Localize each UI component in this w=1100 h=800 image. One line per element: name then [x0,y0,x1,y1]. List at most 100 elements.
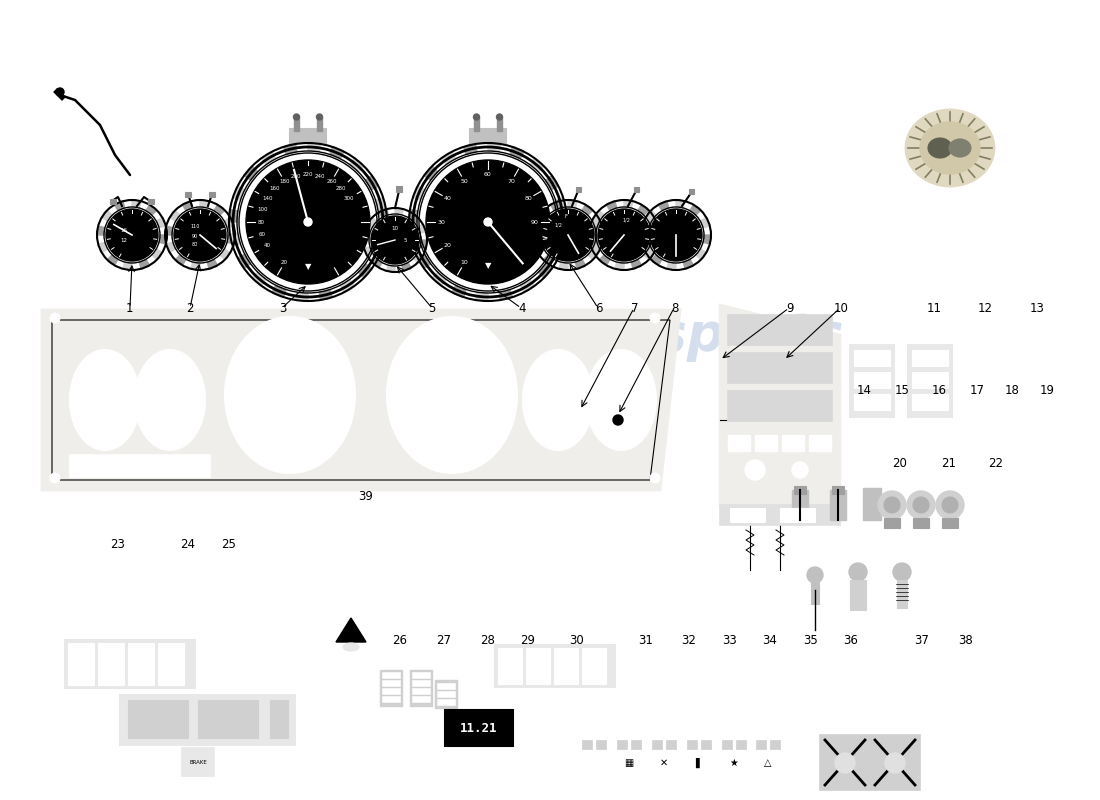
Bar [820,735,870,790]
Ellipse shape [650,209,702,261]
Wedge shape [114,201,124,210]
Text: ▦: ▦ [625,758,634,768]
Ellipse shape [792,462,808,478]
Text: 240: 240 [315,174,326,179]
Text: 6: 6 [595,302,602,314]
Wedge shape [410,233,420,246]
Wedge shape [642,242,652,253]
Wedge shape [191,262,200,270]
Text: 80: 80 [257,219,264,225]
Bar [689,189,694,194]
Bar [728,353,832,383]
Bar [794,486,806,494]
Ellipse shape [371,216,419,264]
Wedge shape [418,224,426,234]
Bar [580,748,608,778]
Text: 10: 10 [834,302,849,314]
Text: 200: 200 [290,174,301,179]
Wedge shape [648,218,658,228]
Wedge shape [651,235,659,244]
Text: 20: 20 [443,243,451,248]
Wedge shape [551,244,563,258]
Text: 90: 90 [531,219,539,225]
Bar [912,394,948,410]
Bar [617,740,627,749]
Wedge shape [594,210,604,221]
Ellipse shape [106,209,158,261]
Wedge shape [379,209,388,218]
Ellipse shape [908,491,935,519]
Bar [158,643,184,685]
Ellipse shape [135,350,205,450]
Bar [582,648,606,684]
Ellipse shape [542,209,594,261]
Wedge shape [631,259,641,269]
Bar [912,372,948,388]
Text: ▼: ▼ [305,262,311,271]
Text: ▼: ▼ [485,262,492,270]
Bar [68,643,94,685]
Text: 36: 36 [843,634,858,646]
Ellipse shape [473,114,480,120]
Text: 21: 21 [940,458,956,470]
Bar [730,508,764,522]
Bar [652,740,662,749]
Text: 20: 20 [892,458,907,470]
Bar [912,350,948,366]
Text: 12: 12 [121,238,128,243]
Wedge shape [644,249,654,260]
Wedge shape [412,186,425,200]
Wedge shape [543,254,554,266]
Text: 35: 35 [803,634,818,646]
Bar [808,435,830,451]
Bar [410,670,432,706]
Bar [631,740,641,749]
Bar [526,648,550,684]
Text: 180: 180 [279,178,289,184]
Bar [908,345,952,417]
Ellipse shape [936,491,964,519]
Ellipse shape [522,350,593,450]
Wedge shape [558,222,566,234]
Wedge shape [690,205,701,215]
Wedge shape [230,233,241,246]
Bar [382,696,400,702]
Bar [576,187,581,192]
Bar [270,700,288,738]
Wedge shape [624,200,634,208]
Wedge shape [402,262,411,271]
Wedge shape [363,232,370,240]
Ellipse shape [343,643,359,651]
Wedge shape [132,200,141,208]
Bar [942,518,950,528]
Bar [722,740,732,749]
Text: eurosports: eurosports [58,310,382,362]
Bar [870,735,920,790]
Bar [854,372,890,388]
Ellipse shape [906,110,994,186]
Ellipse shape [70,350,140,450]
Wedge shape [595,235,603,244]
Text: 7: 7 [631,302,638,314]
Wedge shape [538,210,548,221]
Bar [830,490,846,520]
Text: 11: 11 [926,302,942,314]
Wedge shape [408,212,418,222]
Wedge shape [296,292,308,301]
Wedge shape [220,249,230,260]
Wedge shape [387,265,395,272]
Wedge shape [395,208,404,215]
Wedge shape [667,262,676,270]
Wedge shape [200,200,209,208]
Wedge shape [414,253,422,262]
Wedge shape [463,144,477,154]
Wedge shape [641,226,649,235]
Ellipse shape [884,497,900,513]
Text: 40: 40 [443,196,451,201]
Wedge shape [488,143,501,152]
Bar [950,518,958,528]
Wedge shape [233,186,244,200]
Bar [792,490,808,520]
Text: 30: 30 [569,634,584,646]
Bar [396,186,402,192]
